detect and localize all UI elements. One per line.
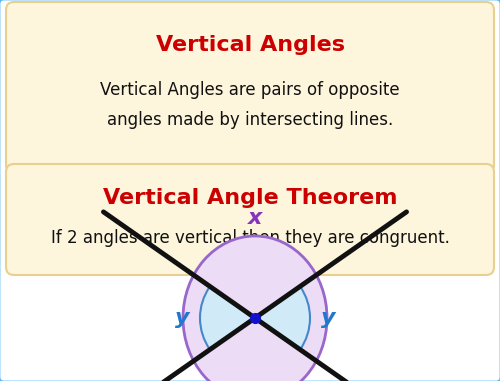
Ellipse shape: [183, 236, 327, 381]
Text: Vertical Angle Theorem: Vertical Angle Theorem: [103, 188, 397, 208]
Wedge shape: [200, 287, 255, 349]
Text: Vertical Angles: Vertical Angles: [156, 35, 344, 55]
Text: x: x: [248, 208, 262, 228]
Text: y: y: [321, 308, 335, 328]
Text: angles made by intersecting lines.: angles made by intersecting lines.: [107, 111, 393, 129]
Text: If 2 angles are vertical then they are congruent.: If 2 angles are vertical then they are c…: [50, 229, 450, 247]
Text: y: y: [175, 308, 189, 328]
FancyBboxPatch shape: [6, 164, 494, 275]
Wedge shape: [255, 287, 310, 349]
Text: Vertical Angles are pairs of opposite: Vertical Angles are pairs of opposite: [100, 81, 400, 99]
FancyBboxPatch shape: [6, 2, 494, 173]
